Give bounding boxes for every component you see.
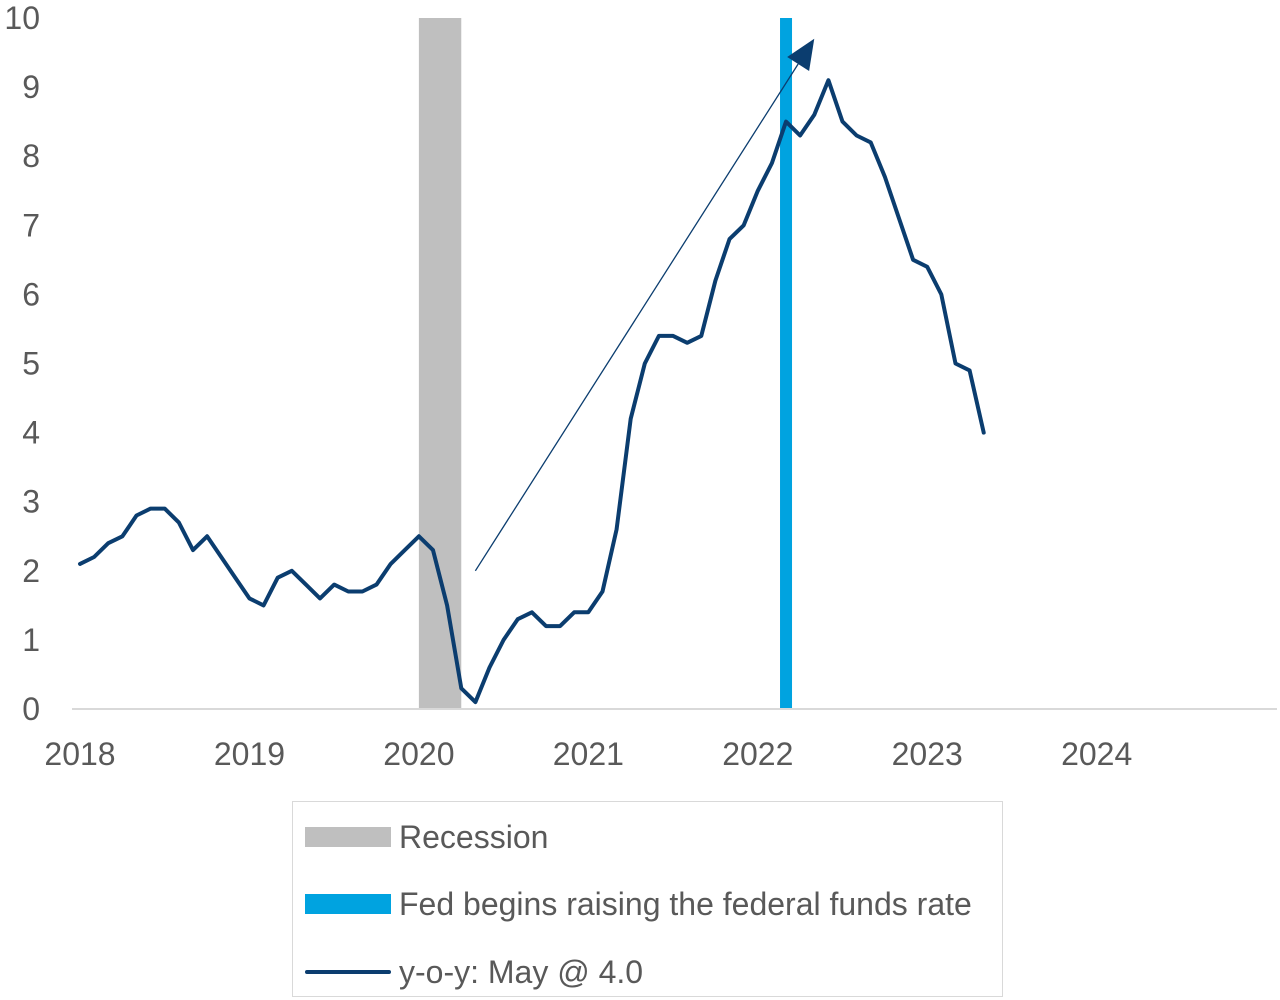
annotations	[474, 38, 815, 572]
y-tick-label: 3	[22, 484, 40, 520]
y-tick-label: 2	[22, 553, 40, 589]
series-line-yoy	[78, 78, 986, 705]
y-tick-label: 0	[22, 691, 40, 727]
x-tick-label: 2020	[383, 736, 454, 772]
chart-plot: 0 1 2 3 4 5 6 7 8 9 10 2018 2019 2020 2021 2022 2023 202…	[4, 0, 1277, 772]
legend-item-series: y-o-y: May @ 4.0	[305, 952, 643, 992]
x-tick-label: 2023	[892, 736, 963, 772]
x-tick-label: 2024	[1061, 736, 1132, 772]
legend-item-recession: Recession	[305, 817, 548, 857]
legend-swatch-recession	[305, 827, 391, 847]
y-tick-label: 8	[22, 138, 40, 174]
x-tick-label: 2018	[44, 736, 115, 772]
legend-swatch-fed-hike	[305, 894, 391, 914]
y-tick-label: 4	[22, 415, 40, 451]
x-tick-label: 2021	[553, 736, 624, 772]
annotation-arrow-line	[474, 63, 799, 572]
fed-hike-band	[780, 18, 793, 709]
series-lines	[78, 78, 986, 705]
x-axis-ticks: 2018 2019 2020 2021 2022 2023 2024	[44, 736, 1132, 772]
legend-label-series: y-o-y: May @ 4.0	[399, 953, 644, 990]
shaded-periods	[418, 18, 793, 709]
legend-item-fed-hike: Fed begins raising the federal funds rat…	[305, 884, 972, 924]
recession-band	[418, 18, 462, 709]
x-tick-label: 2019	[214, 736, 285, 772]
y-tick-label: 9	[22, 69, 40, 105]
y-tick-label: 7	[22, 207, 40, 243]
y-tick-label: 6	[22, 276, 40, 312]
annotation-arrowhead	[787, 38, 815, 72]
y-tick-label: 10	[4, 0, 40, 36]
legend-label-recession: Recession	[399, 818, 549, 855]
legend: Recession Fed begins raising the federal…	[292, 801, 1003, 997]
y-axis-ticks: 0 1 2 3 4 5 6 7 8 9 10	[4, 0, 40, 727]
y-tick-label: 1	[22, 622, 40, 658]
x-tick-label: 2022	[722, 736, 793, 772]
legend-label-fed-hike: Fed begins raising the federal funds rat…	[399, 885, 972, 922]
legend-swatch-series	[305, 970, 391, 974]
y-tick-label: 5	[22, 346, 40, 382]
